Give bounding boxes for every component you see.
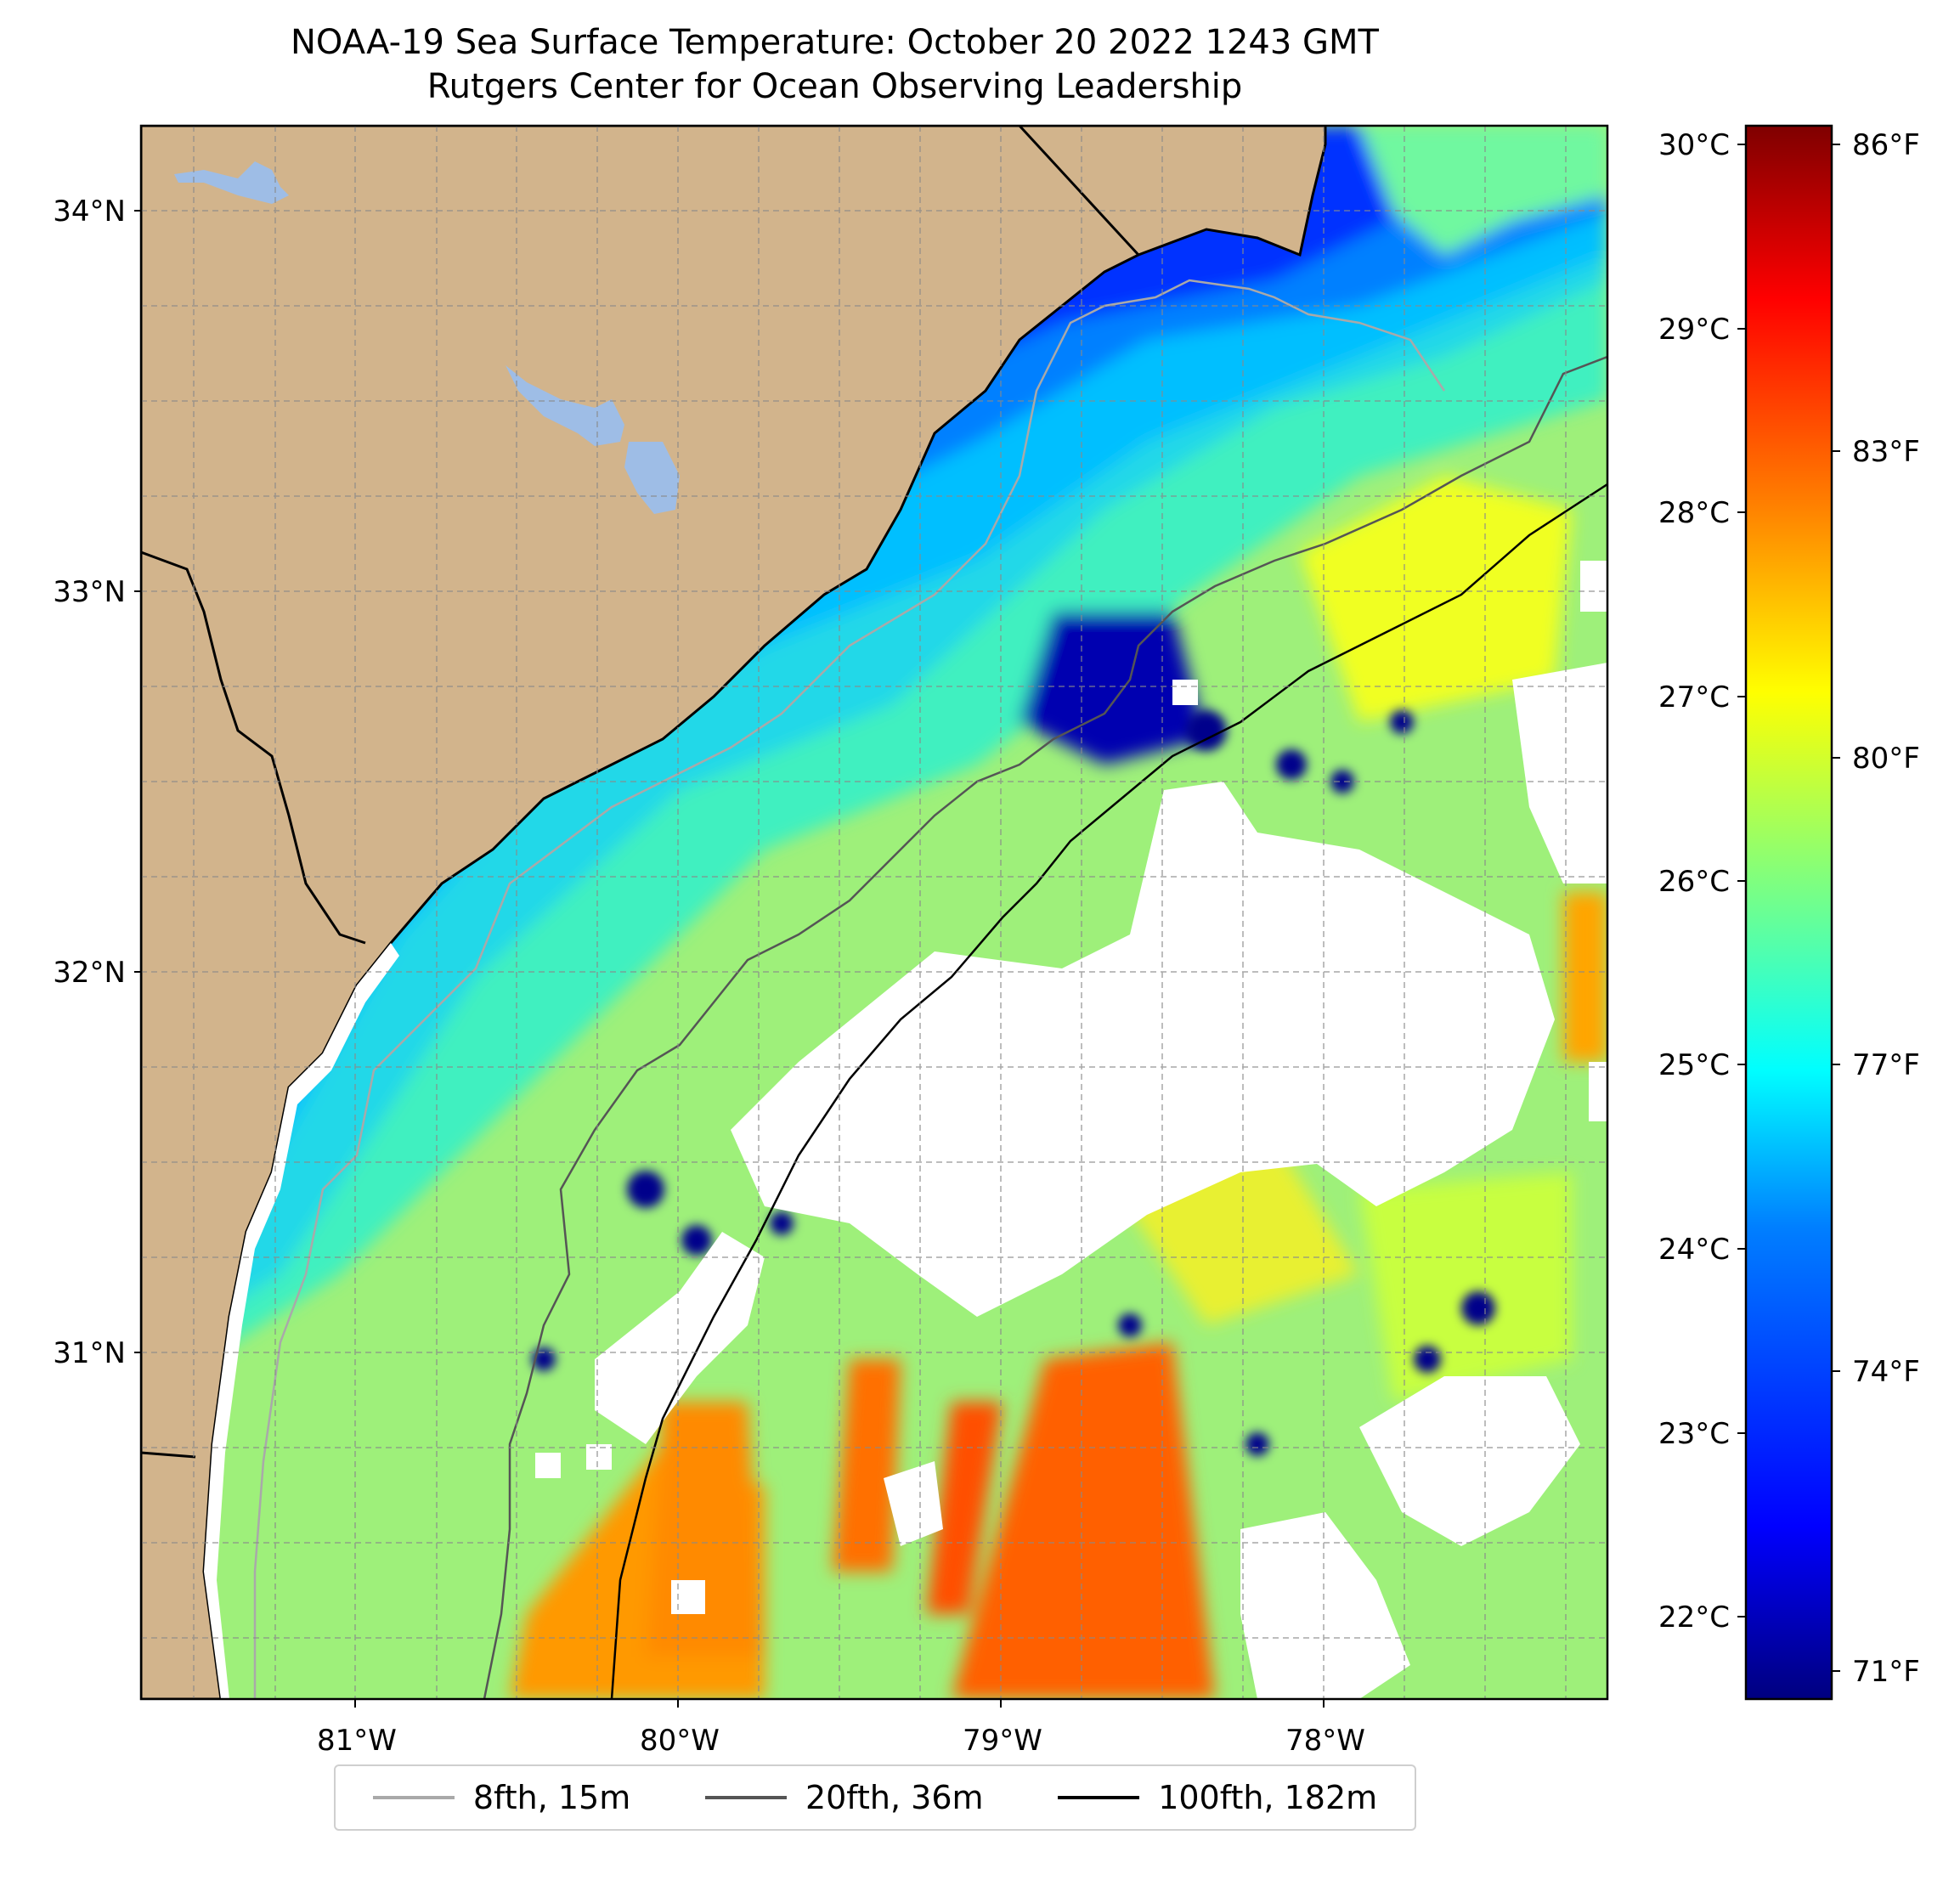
legend-label: 8fth, 15m — [472, 1779, 631, 1816]
isobath-8fth — [253, 279, 1446, 1699]
map-frame — [139, 124, 1609, 1701]
colorbar-celsius-label: 25°C — [1658, 1048, 1730, 1082]
lat-label: 31°N — [53, 1336, 126, 1370]
colorbar-fahrenheit-label: 86°F — [1852, 128, 1920, 162]
lat-label: 34°N — [53, 195, 126, 229]
legend-item-100fth: 100fth, 182m — [1058, 1779, 1377, 1816]
map-gridlines — [141, 126, 1607, 1699]
chart-title-line2: Rutgers Center for Ocean Observing Leade… — [426, 67, 1243, 106]
lon-label: 80°W — [640, 1724, 720, 1758]
lat-label: 33°N — [53, 575, 126, 609]
colorbar-celsius-label: 27°C — [1658, 680, 1730, 714]
legend-swatch — [372, 1796, 455, 1799]
colorbar-celsius-label: 28°C — [1658, 496, 1730, 530]
isobath-100fth — [610, 483, 1607, 1699]
lat-label: 32°N — [53, 956, 126, 990]
chart-title-line1: NOAA-19 Sea Surface Temperature: October… — [291, 23, 1379, 62]
lon-label: 81°W — [317, 1724, 397, 1758]
colorbar-celsius-label: 30°C — [1658, 128, 1730, 162]
lon-label: 79°W — [963, 1724, 1042, 1758]
legend-item-8fth: 8fth, 15m — [372, 1779, 631, 1816]
state-border-nc-sc — [1018, 126, 1140, 257]
colorbar-fahrenheit-label: 77°F — [1852, 1048, 1920, 1082]
legend-swatch — [1058, 1796, 1140, 1799]
no-data-mask — [535, 561, 1607, 1699]
colorbar-fahrenheit-label: 74°F — [1852, 1355, 1920, 1389]
colorbar-fahrenheit-label: 83°F — [1852, 435, 1920, 469]
colorbar-fahrenheit-label: 71°F — [1852, 1655, 1920, 1689]
isobath-20fth — [483, 355, 1607, 1699]
colorbar-celsius-label: 26°C — [1658, 865, 1730, 899]
colorbar-celsius-label: 23°C — [1658, 1417, 1730, 1451]
colorbar-fahrenheit-ticks — [1832, 144, 1840, 1672]
colorbar-fahrenheit-label: 80°F — [1852, 742, 1920, 776]
colorbar-celsius-label: 24°C — [1658, 1233, 1730, 1267]
coastal-strip — [204, 943, 399, 1699]
legend-label: 20fth, 36m — [805, 1779, 984, 1816]
colorbar-celsius-label: 22°C — [1658, 1601, 1730, 1634]
map-ticks — [134, 210, 1325, 1708]
lon-label: 78°W — [1285, 1724, 1365, 1758]
legend-item-20fth: 20fth, 36m — [704, 1779, 984, 1816]
colorbar — [1744, 124, 1833, 1701]
legend-swatch — [704, 1796, 787, 1799]
legend-label: 100fth, 182m — [1158, 1779, 1378, 1816]
state-border-south — [141, 1451, 196, 1459]
colorbar-celsius-label: 29°C — [1658, 313, 1730, 347]
colorbar-celsius-ticks — [1737, 144, 1746, 1617]
isobath-legend: 8fth, 15m 20fth, 36m 100fth, 182m — [334, 1764, 1416, 1831]
state-border-sc-ga — [141, 550, 366, 945]
